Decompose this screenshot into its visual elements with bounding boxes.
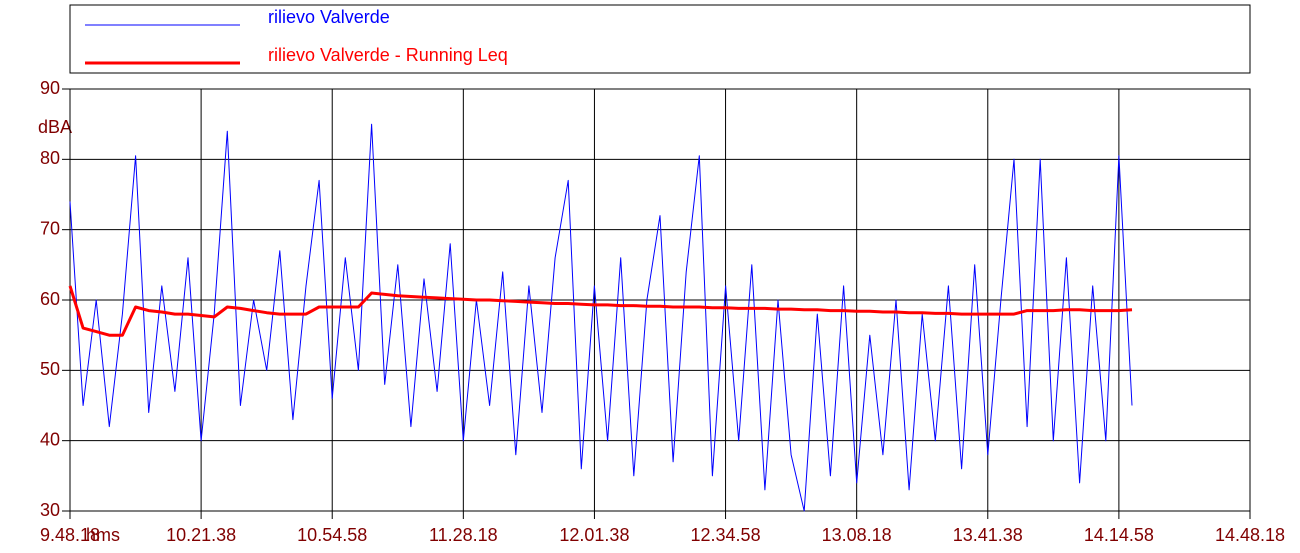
x-tick-label: 10.54.58 [297,525,367,545]
series-line [68,285,1133,337]
series-line [69,123,1133,512]
x-tick-label: 11.28.18 [429,525,498,545]
x-tick-label: 12.01.38 [559,525,629,545]
x-tick-label: 13.08.18 [822,525,892,545]
y-tick-label: 90 [40,78,60,98]
x-tick-label: 14.48.18 [1215,525,1285,545]
y-axis-label: dBA [38,117,72,137]
x-tick-label: 10.21.38 [166,525,236,545]
legend-label: rilievo Valverde [268,7,390,27]
y-tick-label: 80 [40,148,60,168]
x-tick-label: 14.14.58 [1084,525,1154,545]
x-unit-label: hms [86,525,120,545]
y-tick-label: 70 [40,218,60,238]
y-tick-label: 30 [40,500,60,520]
y-tick-label: 50 [40,359,60,379]
x-tick-label: 13.41.38 [953,525,1023,545]
y-tick-label: 40 [40,429,60,449]
legend-label: rilievo Valverde - Running Leq [268,45,508,65]
legend-box [69,4,1251,74]
x-tick-label: 9.48.18 [40,525,100,545]
y-tick-label: 60 [40,289,60,309]
x-tick-label: 12.34.58 [691,525,761,545]
